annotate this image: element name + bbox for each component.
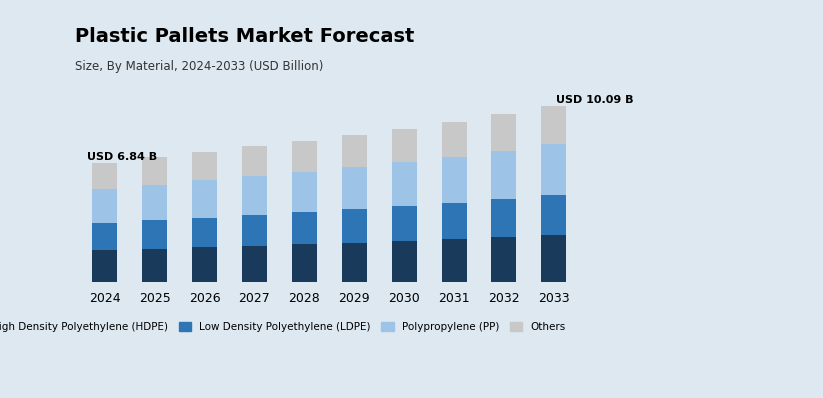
- Bar: [242, 176, 267, 215]
- Bar: [92, 163, 117, 189]
- Bar: [142, 185, 167, 220]
- Bar: [242, 246, 267, 283]
- Bar: [442, 122, 467, 158]
- Bar: [92, 189, 117, 223]
- Bar: [491, 237, 517, 283]
- Bar: [342, 167, 367, 209]
- Bar: [292, 244, 317, 283]
- Bar: [292, 172, 317, 212]
- Bar: [392, 162, 416, 206]
- Bar: [542, 106, 566, 144]
- Bar: [192, 218, 217, 247]
- Bar: [342, 242, 367, 283]
- Bar: [92, 223, 117, 250]
- Bar: [92, 250, 117, 283]
- Bar: [242, 215, 267, 246]
- Bar: [292, 212, 317, 244]
- Bar: [491, 151, 517, 199]
- Bar: [192, 152, 217, 180]
- Text: USD 10.09 B: USD 10.09 B: [556, 95, 634, 105]
- Legend: High Density Polyethylene (HDPE), Low Density Polyethylene (LDPE), Polypropylene: High Density Polyethylene (HDPE), Low De…: [0, 318, 570, 336]
- Bar: [292, 140, 317, 172]
- Bar: [542, 235, 566, 283]
- Bar: [192, 180, 217, 218]
- Bar: [392, 241, 416, 283]
- Bar: [342, 135, 367, 167]
- Bar: [392, 206, 416, 241]
- Bar: [192, 247, 217, 283]
- Text: Size, By Material, 2024-2033 (USD Billion): Size, By Material, 2024-2033 (USD Billio…: [75, 60, 323, 73]
- Text: USD 6.84 B: USD 6.84 B: [87, 152, 157, 162]
- Bar: [542, 195, 566, 235]
- Bar: [142, 158, 167, 185]
- Bar: [392, 129, 416, 162]
- Bar: [342, 209, 367, 242]
- Bar: [442, 158, 467, 203]
- Bar: [442, 239, 467, 283]
- Bar: [142, 220, 167, 249]
- Bar: [491, 114, 517, 151]
- Bar: [442, 203, 467, 239]
- Bar: [491, 199, 517, 237]
- Bar: [242, 146, 267, 176]
- Bar: [542, 144, 566, 195]
- Bar: [142, 249, 167, 283]
- Text: Plastic Pallets Market Forecast: Plastic Pallets Market Forecast: [75, 27, 414, 45]
